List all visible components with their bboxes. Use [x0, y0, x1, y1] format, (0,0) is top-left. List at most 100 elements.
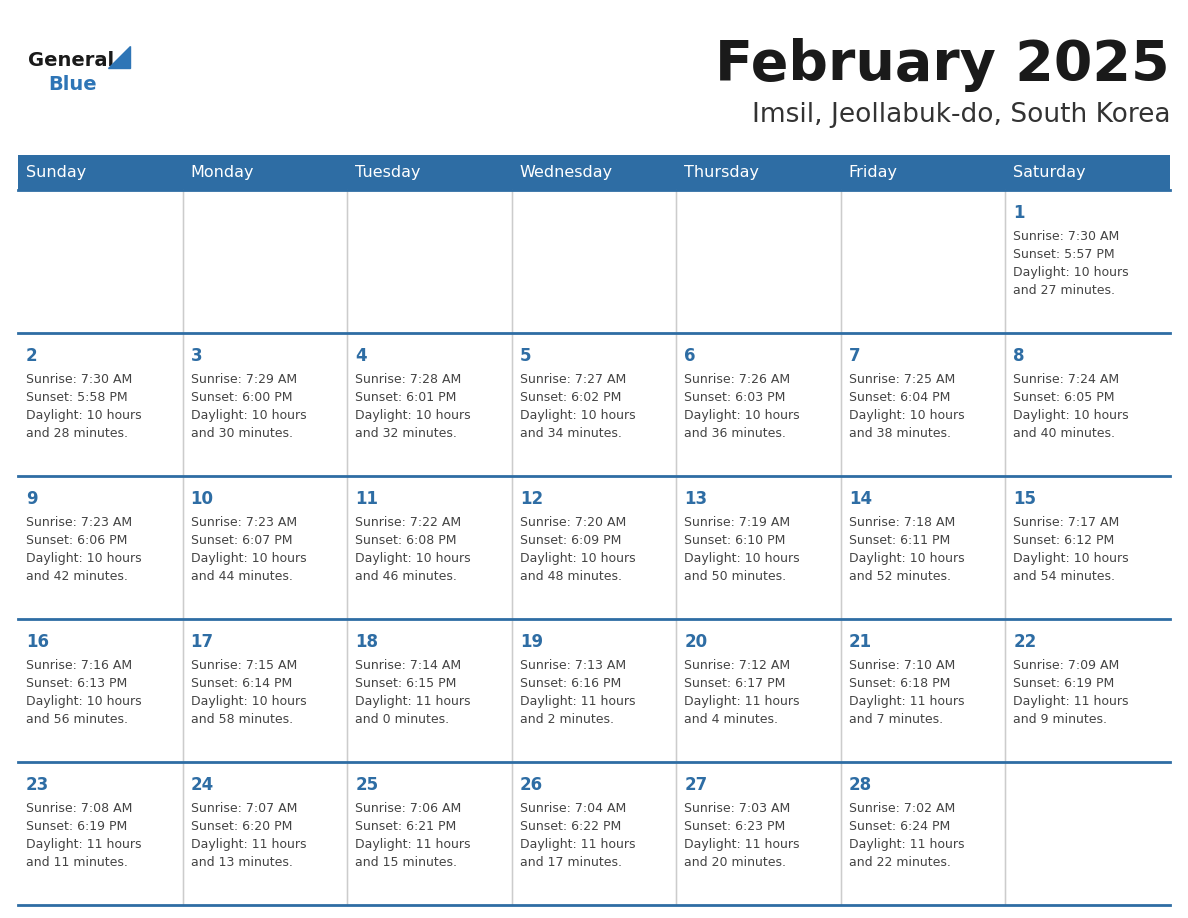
- Text: Sunday: Sunday: [26, 165, 87, 180]
- Text: 13: 13: [684, 490, 707, 508]
- Text: Sunset: 6:12 PM: Sunset: 6:12 PM: [1013, 534, 1114, 547]
- Text: and 30 minutes.: and 30 minutes.: [190, 427, 292, 440]
- Text: Daylight: 11 hours: Daylight: 11 hours: [849, 695, 965, 708]
- Text: and 34 minutes.: and 34 minutes.: [519, 427, 621, 440]
- Text: Sunrise: 7:16 AM: Sunrise: 7:16 AM: [26, 659, 132, 672]
- Text: Daylight: 10 hours: Daylight: 10 hours: [519, 409, 636, 422]
- Bar: [1005, 619, 1170, 762]
- Text: Sunset: 6:03 PM: Sunset: 6:03 PM: [684, 391, 785, 404]
- Text: 12: 12: [519, 490, 543, 508]
- Text: Sunset: 6:01 PM: Sunset: 6:01 PM: [355, 391, 456, 404]
- Text: and 52 minutes.: and 52 minutes.: [849, 570, 950, 583]
- Text: and 22 minutes.: and 22 minutes.: [849, 856, 950, 869]
- Bar: [183, 190, 347, 333]
- Text: Sunset: 6:18 PM: Sunset: 6:18 PM: [849, 677, 950, 690]
- Text: Sunset: 6:11 PM: Sunset: 6:11 PM: [849, 534, 950, 547]
- Text: and 40 minutes.: and 40 minutes.: [1013, 427, 1116, 440]
- Bar: [183, 476, 347, 619]
- Text: Sunset: 6:20 PM: Sunset: 6:20 PM: [190, 820, 292, 833]
- Text: Sunset: 6:23 PM: Sunset: 6:23 PM: [684, 820, 785, 833]
- Text: Daylight: 11 hours: Daylight: 11 hours: [684, 695, 800, 708]
- Text: Daylight: 10 hours: Daylight: 10 hours: [519, 552, 636, 565]
- Bar: [841, 190, 1005, 333]
- Text: and 17 minutes.: and 17 minutes.: [519, 856, 621, 869]
- Text: Daylight: 11 hours: Daylight: 11 hours: [190, 838, 307, 851]
- Text: Daylight: 10 hours: Daylight: 10 hours: [26, 409, 141, 422]
- Text: Sunrise: 7:28 AM: Sunrise: 7:28 AM: [355, 373, 461, 386]
- Bar: [841, 762, 1005, 905]
- Text: Sunset: 6:02 PM: Sunset: 6:02 PM: [519, 391, 621, 404]
- Text: and 56 minutes.: and 56 minutes.: [26, 713, 128, 726]
- Text: Sunset: 6:19 PM: Sunset: 6:19 PM: [1013, 677, 1114, 690]
- Text: Sunrise: 7:30 AM: Sunrise: 7:30 AM: [1013, 230, 1119, 243]
- Text: Imsil, Jeollabuk-do, South Korea: Imsil, Jeollabuk-do, South Korea: [752, 102, 1170, 128]
- Text: 24: 24: [190, 776, 214, 794]
- Bar: [183, 333, 347, 476]
- Bar: [347, 190, 512, 333]
- Text: Sunrise: 7:03 AM: Sunrise: 7:03 AM: [684, 802, 790, 815]
- Text: 1: 1: [1013, 204, 1025, 222]
- Text: Sunrise: 7:04 AM: Sunrise: 7:04 AM: [519, 802, 626, 815]
- Polygon shape: [108, 46, 129, 68]
- Text: Sunrise: 7:23 AM: Sunrise: 7:23 AM: [26, 516, 132, 529]
- Text: Daylight: 10 hours: Daylight: 10 hours: [1013, 266, 1129, 279]
- Text: Sunrise: 7:06 AM: Sunrise: 7:06 AM: [355, 802, 461, 815]
- Text: Sunset: 6:10 PM: Sunset: 6:10 PM: [684, 534, 785, 547]
- Text: Sunrise: 7:24 AM: Sunrise: 7:24 AM: [1013, 373, 1119, 386]
- Text: and 38 minutes.: and 38 minutes.: [849, 427, 950, 440]
- Text: Sunset: 6:00 PM: Sunset: 6:00 PM: [190, 391, 292, 404]
- Text: Sunset: 6:07 PM: Sunset: 6:07 PM: [190, 534, 292, 547]
- Bar: [841, 619, 1005, 762]
- Text: Daylight: 10 hours: Daylight: 10 hours: [1013, 552, 1129, 565]
- Text: Daylight: 10 hours: Daylight: 10 hours: [849, 409, 965, 422]
- Bar: [1005, 333, 1170, 476]
- Text: Daylight: 11 hours: Daylight: 11 hours: [684, 838, 800, 851]
- Text: Sunset: 6:09 PM: Sunset: 6:09 PM: [519, 534, 621, 547]
- Text: and 44 minutes.: and 44 minutes.: [190, 570, 292, 583]
- Bar: [18, 619, 183, 762]
- Bar: [512, 333, 676, 476]
- Text: 19: 19: [519, 633, 543, 651]
- Text: Daylight: 11 hours: Daylight: 11 hours: [26, 838, 141, 851]
- Text: Sunset: 6:05 PM: Sunset: 6:05 PM: [1013, 391, 1114, 404]
- Text: Sunrise: 7:23 AM: Sunrise: 7:23 AM: [190, 516, 297, 529]
- Text: 14: 14: [849, 490, 872, 508]
- Text: 26: 26: [519, 776, 543, 794]
- Text: Daylight: 10 hours: Daylight: 10 hours: [355, 409, 470, 422]
- Text: Sunset: 6:21 PM: Sunset: 6:21 PM: [355, 820, 456, 833]
- Text: and 28 minutes.: and 28 minutes.: [26, 427, 128, 440]
- Text: Daylight: 11 hours: Daylight: 11 hours: [519, 838, 636, 851]
- Text: Sunset: 6:13 PM: Sunset: 6:13 PM: [26, 677, 127, 690]
- Text: Daylight: 11 hours: Daylight: 11 hours: [355, 838, 470, 851]
- Text: 2: 2: [26, 347, 38, 365]
- Text: Daylight: 11 hours: Daylight: 11 hours: [355, 695, 470, 708]
- Text: Sunrise: 7:26 AM: Sunrise: 7:26 AM: [684, 373, 790, 386]
- Text: and 48 minutes.: and 48 minutes.: [519, 570, 621, 583]
- Bar: [18, 155, 1170, 190]
- Text: and 36 minutes.: and 36 minutes.: [684, 427, 786, 440]
- Text: 11: 11: [355, 490, 378, 508]
- Text: 23: 23: [26, 776, 49, 794]
- Bar: [841, 476, 1005, 619]
- Text: Daylight: 10 hours: Daylight: 10 hours: [355, 552, 470, 565]
- Text: 8: 8: [1013, 347, 1025, 365]
- Text: and 2 minutes.: and 2 minutes.: [519, 713, 614, 726]
- Text: 27: 27: [684, 776, 708, 794]
- Text: and 58 minutes.: and 58 minutes.: [190, 713, 292, 726]
- Text: Daylight: 10 hours: Daylight: 10 hours: [684, 552, 800, 565]
- Text: Sunset: 5:58 PM: Sunset: 5:58 PM: [26, 391, 127, 404]
- Bar: [512, 762, 676, 905]
- Text: Sunrise: 7:13 AM: Sunrise: 7:13 AM: [519, 659, 626, 672]
- Bar: [347, 333, 512, 476]
- Text: Daylight: 10 hours: Daylight: 10 hours: [26, 552, 141, 565]
- Text: Sunset: 6:17 PM: Sunset: 6:17 PM: [684, 677, 785, 690]
- Text: Sunrise: 7:22 AM: Sunrise: 7:22 AM: [355, 516, 461, 529]
- Text: and 0 minutes.: and 0 minutes.: [355, 713, 449, 726]
- Text: and 46 minutes.: and 46 minutes.: [355, 570, 457, 583]
- Text: Daylight: 11 hours: Daylight: 11 hours: [519, 695, 636, 708]
- Bar: [512, 476, 676, 619]
- Bar: [183, 619, 347, 762]
- Text: Sunset: 6:24 PM: Sunset: 6:24 PM: [849, 820, 950, 833]
- Text: and 54 minutes.: and 54 minutes.: [1013, 570, 1116, 583]
- Text: Daylight: 10 hours: Daylight: 10 hours: [190, 409, 307, 422]
